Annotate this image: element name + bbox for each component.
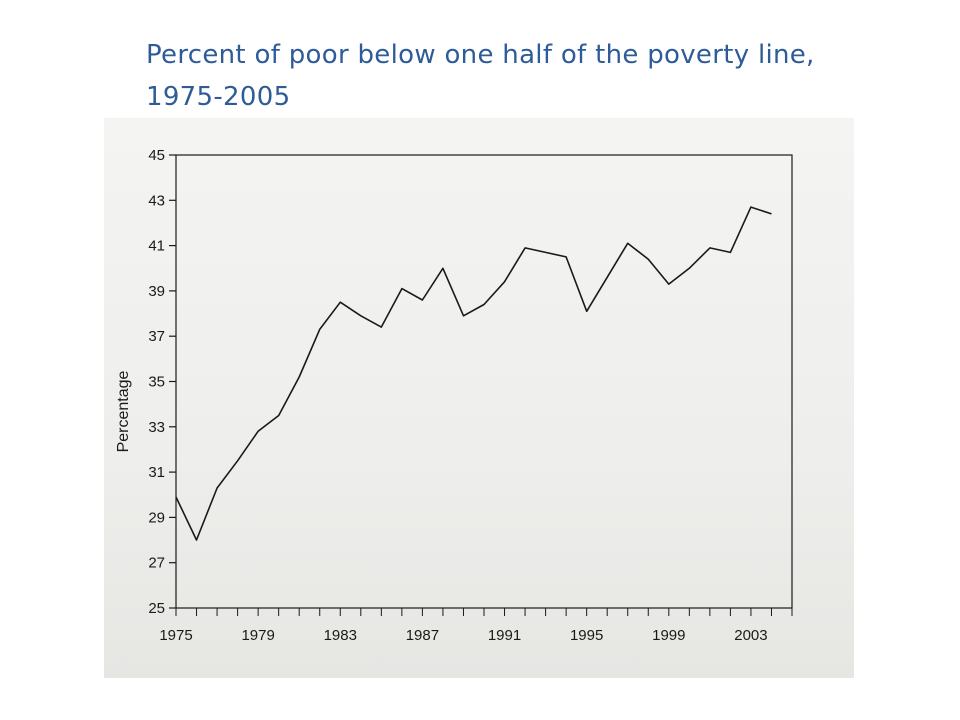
x-tick-label: 1987	[406, 627, 439, 644]
x-tick-label: 1983	[324, 627, 357, 644]
y-tick-label: 45	[148, 147, 165, 164]
x-tick-label: 1999	[652, 627, 685, 644]
slide-title: Percent of poor below one half of the po…	[146, 40, 815, 112]
x-tick-label: 1975	[159, 627, 192, 644]
y-tick-label: 29	[148, 509, 165, 526]
y-tick-label: 31	[148, 464, 165, 481]
y-tick-label: 35	[148, 374, 165, 391]
plot-frame	[175, 154, 793, 609]
y-tick-label: 33	[148, 419, 165, 436]
y-tick-label: 39	[148, 283, 165, 300]
x-axis: 1975 1979 1983 1987 1991 1995 1999 2003	[159, 608, 793, 644]
y-tick-label: 43	[148, 192, 165, 209]
y-tick-label: 27	[148, 555, 165, 572]
x-tick-label: 1979	[241, 627, 274, 644]
y-tick-label: 25	[148, 600, 165, 617]
y-axis: 25 27 29 31 33 35 37 39 41 43 45	[148, 147, 176, 617]
series-line	[175, 206, 772, 541]
x-tick-label: 1995	[570, 627, 603, 644]
chart-scan-background	[104, 118, 854, 678]
x-tick-label: 1991	[488, 627, 521, 644]
y-axis-label: Percentage	[115, 370, 132, 452]
x-tick-label: 2003	[734, 627, 767, 644]
y-tick-label: 41	[148, 238, 165, 255]
y-tick-label: 37	[148, 328, 165, 345]
